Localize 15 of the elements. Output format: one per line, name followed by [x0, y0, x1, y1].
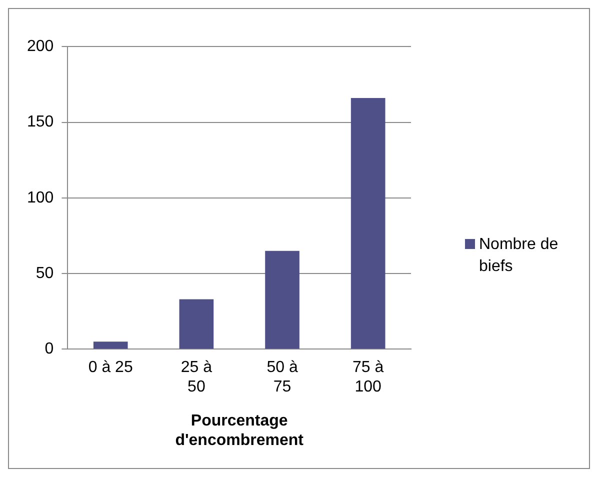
- bar: [93, 342, 128, 349]
- x-axis-title: Pourcentage d'encombrement: [175, 412, 304, 449]
- y-tick-label: 200: [26, 38, 54, 56]
- y-tick-label: 0: [44, 340, 54, 358]
- bar: [350, 98, 386, 349]
- y-tick-label: 100: [26, 189, 54, 206]
- x-tick-label: 0 à 25: [88, 359, 133, 376]
- x-tick-label: 25 à 50: [180, 359, 212, 396]
- x-tick-label: 75 à 100: [352, 359, 384, 396]
- legend-label: Nombre de biefs: [479, 235, 560, 277]
- y-tick-label: 50: [36, 264, 54, 282]
- bar: [179, 299, 214, 349]
- bar: [265, 250, 300, 349]
- x-tick-label: 50 à 75: [266, 359, 298, 396]
- y-tick-label: 150: [26, 114, 54, 131]
